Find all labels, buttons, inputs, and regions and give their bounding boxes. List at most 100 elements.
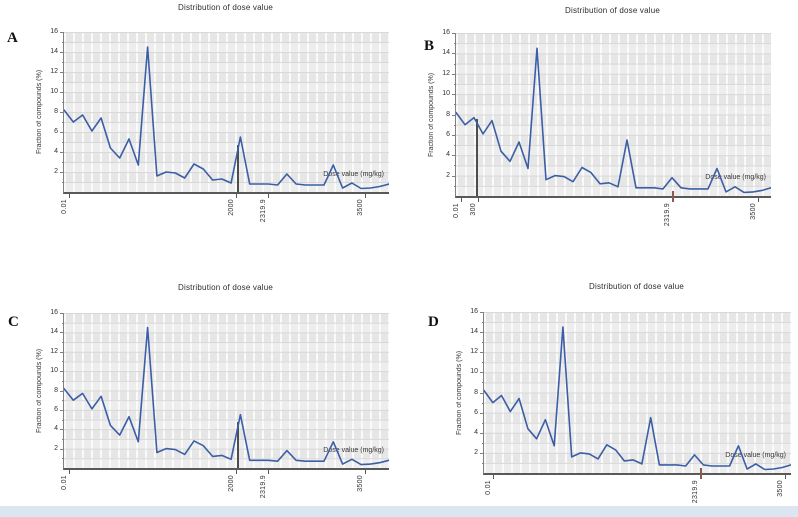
y-tick-mark xyxy=(480,372,484,374)
y-tick-mark xyxy=(62,122,64,123)
y-tick-mark xyxy=(62,142,64,143)
distribution-line xyxy=(64,326,389,466)
y-tick-label: 4 xyxy=(474,428,478,436)
y-tick-mark xyxy=(62,82,64,83)
y-axis-ticks: 16 14 12 10 8 6 4 2 xyxy=(45,28,60,192)
y-tick-label: 6 xyxy=(54,405,58,413)
chart-title: Distribution of dose value xyxy=(564,6,661,15)
x-tick-label: 0.01 xyxy=(453,203,460,218)
y-tick-label: 12 xyxy=(470,348,478,356)
panel-A: A Distribution of dose value Fraction of… xyxy=(0,0,398,258)
y-tick-label: 6 xyxy=(446,130,450,138)
y-tick-mark xyxy=(482,342,484,344)
y-tick-label: 2 xyxy=(54,444,58,452)
y-tick-label: 4 xyxy=(54,148,58,155)
x-tick-label: 3500 xyxy=(777,480,785,497)
y-tick-mark xyxy=(482,422,484,424)
panel-C: C Distribution of dose value Fraction of… xyxy=(0,258,398,517)
y-tick-mark xyxy=(480,312,484,313)
y-tick-label: 6 xyxy=(474,408,478,416)
y-tick-label: 2 xyxy=(446,171,450,179)
y-tick-mark xyxy=(60,72,64,73)
x-tick-label: 2319.9 xyxy=(260,199,268,223)
y-tick-mark xyxy=(480,392,484,394)
plot-area: Dose value (mg/kg) xyxy=(60,313,389,470)
y-tick-label: 16 xyxy=(442,29,450,36)
y-tick-mark xyxy=(480,352,484,354)
panel-letter-D: D xyxy=(428,314,439,330)
y-tick-mark xyxy=(452,53,456,55)
x-tick-mark xyxy=(268,194,270,198)
distribution-line xyxy=(484,326,791,471)
distribution-line xyxy=(64,46,389,190)
x-tick-label: 3500 xyxy=(356,475,364,492)
x-axis-labels: 0.01 300 2319.9 3500 xyxy=(453,191,770,232)
y-tick-label: 12 xyxy=(50,347,58,355)
x-axis-labels: 0.01 2000 2319.9 3500 xyxy=(60,470,388,504)
y-tick-label: 14 xyxy=(470,328,478,336)
y-tick-mark xyxy=(62,361,64,363)
x-tick-label: 2319.9 xyxy=(692,480,700,504)
y-tick-mark xyxy=(60,332,64,334)
y-tick-mark xyxy=(480,452,484,454)
y-tick-label: 16 xyxy=(50,28,58,35)
distribution-line xyxy=(456,47,771,194)
y-tick-label: 10 xyxy=(50,367,58,375)
panel-D: D Distribution of dose value Fraction of… xyxy=(398,258,798,517)
y-tick-mark xyxy=(60,172,64,173)
y-tick-mark xyxy=(62,182,64,183)
y-tick-mark xyxy=(452,175,456,177)
x-tick-label: 0.01 xyxy=(485,480,493,495)
panel-letter-A: A xyxy=(7,30,18,46)
y-tick-mark xyxy=(452,155,456,157)
y-tick-mark xyxy=(454,165,456,167)
x-axis-inside-label: Dose value (mg/kg) xyxy=(323,170,384,178)
x-tick-mark xyxy=(364,470,366,474)
x-tick-mark xyxy=(785,475,787,479)
y-tick-mark xyxy=(60,32,64,33)
y-tick-label: 14 xyxy=(442,49,450,57)
x-tick-label: 2319.9 xyxy=(664,203,672,227)
y-tick-label: 16 xyxy=(470,308,478,315)
x-tick-label: 0.01 xyxy=(60,475,68,490)
x-tick-label: 0.01 xyxy=(60,199,68,214)
y-tick-mark xyxy=(62,162,64,163)
x-tick-mark xyxy=(235,194,237,198)
y-tick-mark xyxy=(60,313,64,314)
dose-marker-line xyxy=(236,422,239,468)
x-tick-mark xyxy=(700,468,703,479)
y-tick-mark xyxy=(60,152,64,153)
y-tick-label: 4 xyxy=(446,151,450,159)
y-tick-mark xyxy=(60,132,64,133)
panel-letter-C: C xyxy=(8,314,19,330)
y-tick-label: 10 xyxy=(50,88,58,95)
y-axis-ticks: 16 14 12 10 8 6 4 2 xyxy=(465,308,480,473)
x-tick-label: 2319.9 xyxy=(260,475,268,499)
plot-area: Dose value (mg/kg) xyxy=(60,32,389,194)
x-tick-label: 3500 xyxy=(750,203,758,220)
x-tick-mark xyxy=(68,470,70,474)
y-tick-label: 14 xyxy=(50,48,58,55)
y-tick-label: 4 xyxy=(54,425,58,433)
x-tick-label: 3500 xyxy=(356,199,364,216)
x-tick-mark xyxy=(235,470,237,474)
y-tick-mark xyxy=(452,94,456,96)
y-tick-mark xyxy=(452,73,456,75)
x-tick-mark xyxy=(460,198,462,202)
y-tick-label: 10 xyxy=(470,368,478,376)
y-tick-mark xyxy=(480,412,484,414)
y-tick-label: 8 xyxy=(446,110,450,118)
y-tick-mark xyxy=(482,462,484,464)
x-axis-labels: 0.01 2319.9 3500 xyxy=(483,468,790,509)
window-bottom-bar xyxy=(0,506,798,517)
y-tick-mark xyxy=(480,332,484,334)
y-tick-mark xyxy=(452,114,456,116)
y-tick-mark xyxy=(62,458,64,460)
y-tick-mark xyxy=(60,448,64,450)
y-tick-mark xyxy=(62,322,64,324)
y-tick-mark xyxy=(62,102,64,103)
y-tick-mark xyxy=(454,104,456,106)
x-tick-label: 2000 xyxy=(227,475,235,492)
y-tick-mark xyxy=(60,409,64,411)
x-tick-label: 300 xyxy=(469,203,477,216)
